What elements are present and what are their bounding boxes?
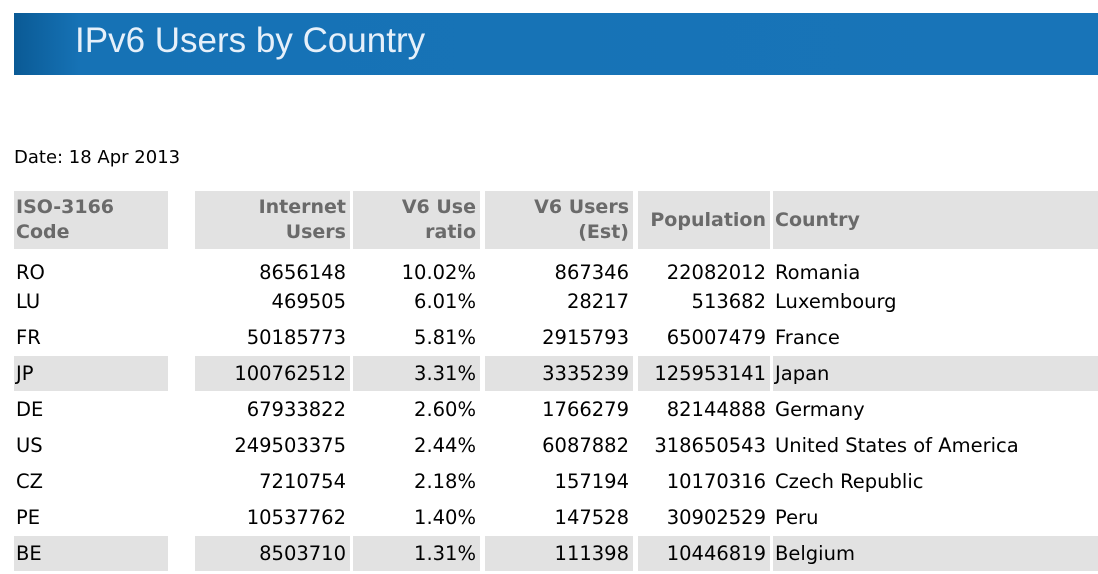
- table-cell: 3335239: [485, 356, 633, 391]
- table-cell: 2915793: [542, 326, 629, 349]
- table-cell: 147528: [554, 506, 629, 529]
- table-cell: Luxembourg: [775, 290, 897, 313]
- table-cell: 82144888: [666, 398, 766, 421]
- table-cell: 67933822: [246, 398, 346, 421]
- header-line: ratio: [425, 221, 476, 243]
- table-cell: LU: [16, 290, 41, 313]
- header-line: Internet: [258, 196, 346, 218]
- table-cell: 5.81%: [414, 326, 476, 349]
- table-cell: 125953141: [638, 356, 770, 391]
- header-line: Population: [650, 208, 766, 231]
- table-cell: 10537762: [246, 506, 346, 529]
- column-header: V6 Use ratio: [353, 191, 480, 249]
- table-cell: 30902529: [666, 506, 766, 529]
- table-cell: 10.02%: [401, 261, 476, 284]
- table-cell: Peru: [775, 506, 819, 529]
- table-cell: Japan: [773, 356, 1098, 391]
- table-cell: 2.18%: [414, 470, 476, 493]
- table-cell: 10446819: [638, 536, 770, 571]
- table-cell: US: [16, 434, 43, 457]
- date-label: Date: 18 Apr 2013: [14, 147, 181, 168]
- header-banner: IPv6 Users by Country: [14, 13, 1098, 75]
- table-cell: 318650543: [654, 434, 766, 457]
- table-cell: 111398: [485, 536, 633, 571]
- column-header: Country: [773, 191, 1098, 249]
- table-cell: 7210754: [259, 470, 346, 493]
- table-cell: 1.40%: [414, 506, 476, 529]
- table-cell: 2.44%: [414, 434, 476, 457]
- table-cell: FR: [16, 326, 41, 349]
- table-cell: 28217: [566, 290, 629, 313]
- table-cell: CZ: [16, 470, 43, 493]
- table-cell: 10170316: [666, 470, 766, 493]
- table-cell: Germany: [775, 398, 865, 421]
- table-cell: BE: [14, 536, 168, 571]
- table-cell: PE: [16, 506, 41, 529]
- table-cell: 1.31%: [353, 536, 480, 571]
- header-line: V6 Users: [534, 196, 629, 218]
- table-cell: DE: [16, 398, 44, 421]
- table-cell: 2.60%: [414, 398, 476, 421]
- table-cell: 100762512: [195, 356, 350, 391]
- table-cell: 8503710: [195, 536, 350, 571]
- header-line: Users: [285, 221, 346, 243]
- table-cell: 249503375: [234, 434, 346, 457]
- column-header: Internet Users: [195, 191, 350, 249]
- table-cell: 50185773: [246, 326, 346, 349]
- table-cell: JP: [14, 356, 168, 391]
- page-title: IPv6 Users by Country: [75, 21, 426, 60]
- table-cell: France: [775, 326, 840, 349]
- header-line: Country: [775, 208, 860, 231]
- table-cell: 3.31%: [353, 356, 480, 391]
- table-cell: United States of America: [775, 434, 1019, 457]
- table-cell: 1766279: [542, 398, 629, 421]
- header-line: V6 Use: [401, 196, 476, 218]
- table-cell: 8656148: [259, 261, 346, 284]
- header-line: ISO-3166: [16, 196, 115, 218]
- table-cell: 6.01%: [414, 290, 476, 313]
- table-cell: 469505: [271, 290, 346, 313]
- table-cell: Czech Republic: [775, 470, 924, 493]
- table-cell: 513682: [691, 290, 766, 313]
- header-line: Code: [16, 221, 70, 243]
- table-cell: Belgium: [773, 536, 1098, 571]
- table-cell: 867346: [554, 261, 629, 284]
- header-line: (Est): [578, 221, 629, 243]
- table-cell: 65007479: [666, 326, 766, 349]
- table-cell: Romania: [775, 261, 861, 284]
- table-cell: 157194: [554, 470, 629, 493]
- table-cell: 22082012: [666, 261, 766, 284]
- table-cell: 6087882: [542, 434, 629, 457]
- table-cell: RO: [16, 261, 45, 284]
- column-header: V6 Users (Est): [485, 191, 633, 249]
- column-header: ISO-3166 Code: [14, 191, 168, 249]
- column-header: Population: [638, 191, 770, 249]
